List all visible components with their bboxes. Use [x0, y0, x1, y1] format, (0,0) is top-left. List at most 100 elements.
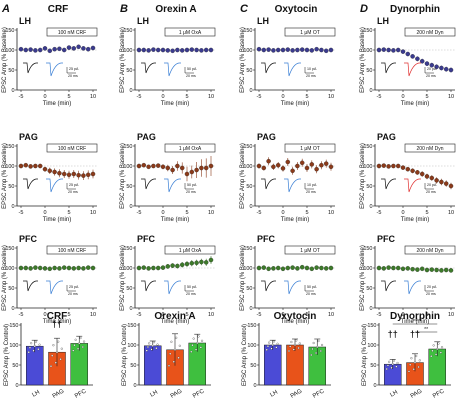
data-point: [391, 48, 396, 53]
y-tick-label: 100: [363, 266, 372, 272]
bar-y-tick-label: 150: [367, 323, 376, 329]
y-tick-label: 100: [243, 164, 252, 170]
scale-bar: [66, 183, 76, 190]
data-point: [146, 48, 151, 53]
scale-label-amp: 10 pA: [307, 67, 317, 71]
scale-label-time: 20 ms: [426, 292, 436, 296]
x-tick-label: 0: [401, 210, 404, 216]
data-point: [280, 266, 286, 272]
x-tick-label: 10: [448, 94, 454, 100]
baseline-trace: [381, 62, 396, 74]
cell-point: [292, 348, 295, 351]
data-point: [314, 46, 319, 52]
x-tick-label: 10: [208, 94, 214, 100]
scale-bar: [304, 67, 314, 74]
cell-point: [155, 347, 158, 350]
y-tick-label: 100: [5, 266, 14, 272]
drug-trace: [164, 62, 181, 77]
cell-point: [177, 356, 180, 359]
data-point: [57, 266, 62, 271]
cell-point: [386, 364, 390, 367]
x-tick-label: -5: [137, 210, 142, 216]
cell-point: [55, 351, 59, 354]
data-point: [203, 165, 209, 171]
data-point: [175, 47, 180, 53]
cell-point: [392, 359, 396, 362]
row-label: LH: [19, 16, 31, 26]
cell-point: [287, 349, 291, 353]
baseline-trace: [141, 280, 156, 292]
data-point: [90, 45, 96, 51]
cell-point: [297, 346, 300, 350]
x-tick-label: 10: [208, 210, 214, 216]
cell-point: [146, 345, 150, 349]
bar-category-label: PAG: [290, 388, 304, 399]
drug-label: 1 μM OT: [300, 248, 320, 254]
cell-point: [396, 361, 399, 365]
bar-y-axis-label: EPSC Amp (% Control): [362, 324, 368, 386]
cell-point: [407, 370, 411, 373]
data-point: [386, 47, 391, 53]
data-point: [203, 260, 209, 265]
y-axis-label: EPSC Amp (% Baseline): [120, 143, 126, 209]
y-axis-label: EPSC Amp (% Baseline): [120, 245, 126, 311]
data-point: [85, 172, 91, 178]
x-axis-label: Time (min): [401, 101, 429, 107]
cell-point: [57, 340, 60, 343]
cell-point: [289, 345, 292, 348]
cell-point: [33, 345, 36, 348]
data-point: [194, 260, 199, 266]
cell-point: [293, 343, 297, 347]
data-point: [386, 265, 391, 270]
x-tick-label: 0: [161, 94, 164, 100]
data-point: [405, 266, 411, 271]
data-point: [146, 164, 151, 170]
cell-point: [170, 340, 173, 343]
y-tick-label: 0: [369, 306, 372, 312]
cell-point: [78, 342, 81, 345]
data-point: [415, 267, 420, 272]
data-point: [376, 47, 382, 53]
cell-point: [169, 352, 172, 355]
data-point: [319, 265, 324, 271]
y-tick-label: 50: [246, 68, 252, 74]
data-point: [136, 163, 142, 169]
cell-point: [38, 343, 41, 346]
drug-trace: [404, 280, 421, 295]
data-point: [208, 257, 214, 263]
x-axis-label: Time (min): [43, 319, 71, 325]
data-point: [179, 48, 185, 53]
cell-point: [54, 361, 57, 364]
data-point: [179, 262, 185, 268]
bar-category-label: LH: [389, 390, 399, 399]
data-point: [170, 263, 175, 268]
x-tick-label: 0: [43, 210, 46, 216]
scale-bar: [184, 183, 194, 190]
row-label: PAG: [257, 132, 276, 142]
drug-box: [46, 143, 98, 153]
data-point: [136, 47, 142, 53]
data-point: [395, 163, 401, 169]
data-point: [448, 67, 454, 73]
data-point: [165, 264, 171, 269]
y-tick-label: 0: [11, 306, 14, 312]
x-axis-label: Time (min): [161, 101, 189, 107]
cell-point: [440, 346, 444, 349]
data-point: [405, 166, 411, 172]
drug-box: [164, 143, 216, 153]
data-point: [85, 46, 91, 52]
data-point: [424, 267, 430, 273]
data-point: [66, 45, 72, 50]
bar-y-tick-label: 50: [130, 363, 136, 369]
data-point: [309, 266, 315, 272]
data-point: [295, 47, 300, 53]
x-tick-label: 0: [161, 312, 164, 318]
x-tick-label: 10: [328, 94, 334, 100]
data-point: [28, 164, 33, 169]
row-label: LH: [377, 16, 389, 26]
scale-label-time: 20 ms: [68, 74, 78, 78]
data-point: [61, 171, 67, 177]
